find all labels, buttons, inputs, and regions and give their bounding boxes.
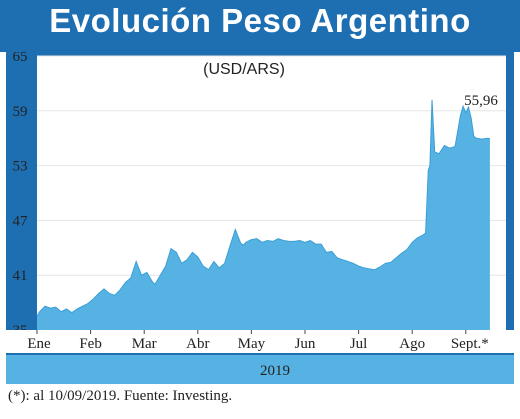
series-area xyxy=(37,99,490,330)
x-tick-label: Abr xyxy=(186,336,209,352)
series-line xyxy=(36,99,490,317)
title-bar: Evolución Peso Argentino xyxy=(0,0,520,52)
x-axis-ticks: Ene Feb Mar Abr May Jun Jul Ago Sept.* xyxy=(27,330,489,352)
last-value-label: 55,96 xyxy=(464,93,498,109)
x-tick-label: Feb xyxy=(79,336,102,352)
x-tick-label: Sept.* xyxy=(451,336,489,352)
x-tick-label: Jul xyxy=(350,336,368,352)
x-tick-label: Jun xyxy=(295,336,316,352)
x-tick-label: May xyxy=(238,336,266,352)
y-tick-label: 59 xyxy=(13,104,28,120)
page-title: Evolución Peso Argentino xyxy=(49,2,471,39)
year-label: 2019 xyxy=(260,363,290,379)
y-tick-label: 41 xyxy=(13,268,28,284)
x-tick-label: Ago xyxy=(399,336,425,352)
y-tick-label: 65 xyxy=(13,52,28,65)
y-tick-label: 47 xyxy=(13,213,29,229)
y-tick-label: 53 xyxy=(13,159,28,175)
x-tick-label: Mar xyxy=(132,336,157,352)
year-band xyxy=(6,354,514,384)
area-chart: 354147535965 EneFebMarAbrMayJunJulAgoSep… xyxy=(6,52,514,384)
chart-subtitle: (USD/ARS) xyxy=(203,61,285,78)
chart-panel: 354147535965 EneFebMarAbrMayJunJulAgoSep… xyxy=(6,52,514,384)
y-axis-ticks: 354147535965 xyxy=(13,52,29,339)
x-tick-label: Ene xyxy=(27,336,51,352)
footnote: (*): al 10/09/2019. Fuente: Investing. xyxy=(8,388,233,404)
